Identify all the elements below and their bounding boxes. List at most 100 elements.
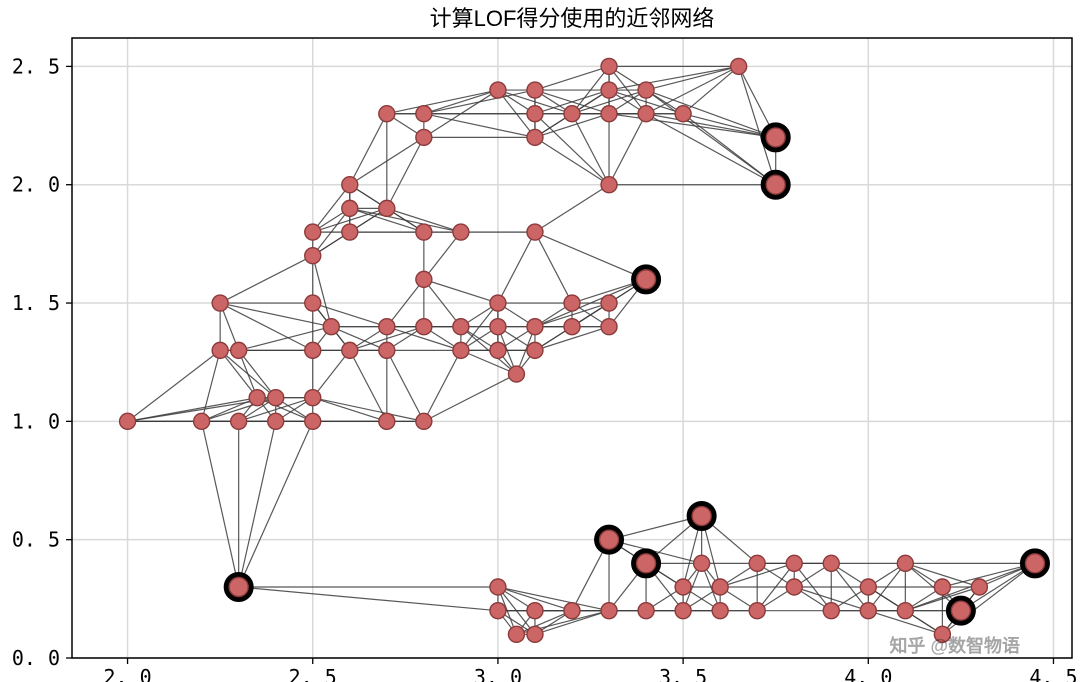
data-node (231, 413, 247, 429)
watermark-text: 知乎 @数智物语 (889, 635, 1020, 656)
data-node (527, 603, 543, 619)
data-node (712, 579, 728, 595)
data-node (971, 579, 987, 595)
data-node (601, 319, 617, 335)
data-node (897, 603, 913, 619)
data-node (527, 224, 543, 240)
outlier-node (692, 507, 711, 526)
data-node (212, 295, 228, 311)
data-node (268, 413, 284, 429)
data-node (490, 342, 506, 358)
data-node (527, 626, 543, 642)
data-node (379, 200, 395, 216)
data-node (508, 626, 524, 642)
data-node (342, 200, 358, 216)
data-node (416, 413, 432, 429)
data-node (342, 224, 358, 240)
data-node (212, 342, 228, 358)
data-node (638, 82, 654, 98)
data-node (564, 106, 580, 122)
data-node (638, 106, 654, 122)
data-node (601, 106, 617, 122)
x-tick-label: 2. 5 (289, 665, 337, 682)
data-node (323, 319, 339, 335)
data-node (305, 390, 321, 406)
data-node (305, 295, 321, 311)
data-node (527, 106, 543, 122)
x-tick-label: 4. 0 (844, 665, 892, 682)
data-node (416, 319, 432, 335)
data-node (527, 342, 543, 358)
data-node (749, 555, 765, 571)
x-tick-label: 4. 5 (1029, 665, 1077, 682)
y-tick-label: 0. 0 (12, 646, 60, 670)
data-node (731, 58, 747, 74)
data-node (601, 177, 617, 193)
data-node (416, 271, 432, 287)
data-node (601, 603, 617, 619)
outlier-node (637, 270, 656, 289)
data-node (490, 319, 506, 335)
data-node (749, 603, 765, 619)
data-node (379, 342, 395, 358)
outlier-node (229, 578, 248, 597)
data-node (490, 295, 506, 311)
data-node (231, 342, 247, 358)
data-node (379, 319, 395, 335)
y-tick-label: 2. 0 (12, 173, 60, 197)
outlier-node (600, 530, 619, 549)
outlier-node (951, 601, 970, 620)
data-node (527, 129, 543, 145)
data-node (564, 603, 580, 619)
data-node (416, 129, 432, 145)
data-node (453, 319, 469, 335)
chart-title: 计算LOF得分使用的近邻网络 (430, 6, 715, 31)
data-node (823, 555, 839, 571)
data-node (675, 603, 691, 619)
data-node (379, 413, 395, 429)
data-node (601, 82, 617, 98)
data-node (249, 390, 265, 406)
outlier-node (766, 175, 785, 194)
data-node (564, 319, 580, 335)
network-chart-svg: 2. 0 2. 5 3. 0 3. 5 4. 0 4. 5 0. 0 0. 5 1. 0 1. 5… (0, 0, 1080, 682)
data-node (897, 555, 913, 571)
data-node (564, 295, 580, 311)
x-tick-label: 3. 0 (474, 665, 522, 682)
data-node (786, 555, 802, 571)
data-node (305, 342, 321, 358)
data-node (934, 579, 950, 595)
data-node (712, 603, 728, 619)
data-node (305, 224, 321, 240)
y-tick-label: 1. 5 (12, 291, 60, 315)
data-node (527, 319, 543, 335)
data-node (120, 413, 136, 429)
outlier-node (766, 128, 785, 147)
outlier-node (1025, 554, 1044, 573)
data-node (490, 82, 506, 98)
data-node (416, 106, 432, 122)
outlier-node (637, 554, 656, 573)
data-node (379, 106, 395, 122)
data-node (490, 603, 506, 619)
y-tick-label: 1. 0 (12, 409, 60, 433)
data-node (268, 390, 284, 406)
data-node (601, 295, 617, 311)
data-node (416, 224, 432, 240)
data-node (453, 342, 469, 358)
chart-container: 2. 0 2. 5 3. 0 3. 5 4. 0 4. 5 0. 0 0. 5 1. 0 1. 5… (0, 0, 1080, 682)
y-tick-label: 2. 5 (12, 54, 60, 78)
x-tick-label: 3. 5 (659, 665, 707, 682)
data-node (490, 579, 506, 595)
data-node (601, 58, 617, 74)
data-node (342, 177, 358, 193)
data-node (860, 579, 876, 595)
data-node (675, 579, 691, 595)
data-node (305, 248, 321, 264)
data-node (694, 555, 710, 571)
y-tick-label: 0. 5 (12, 528, 60, 552)
data-node (823, 603, 839, 619)
data-node (508, 366, 524, 382)
data-node (453, 224, 469, 240)
data-node (786, 579, 802, 595)
